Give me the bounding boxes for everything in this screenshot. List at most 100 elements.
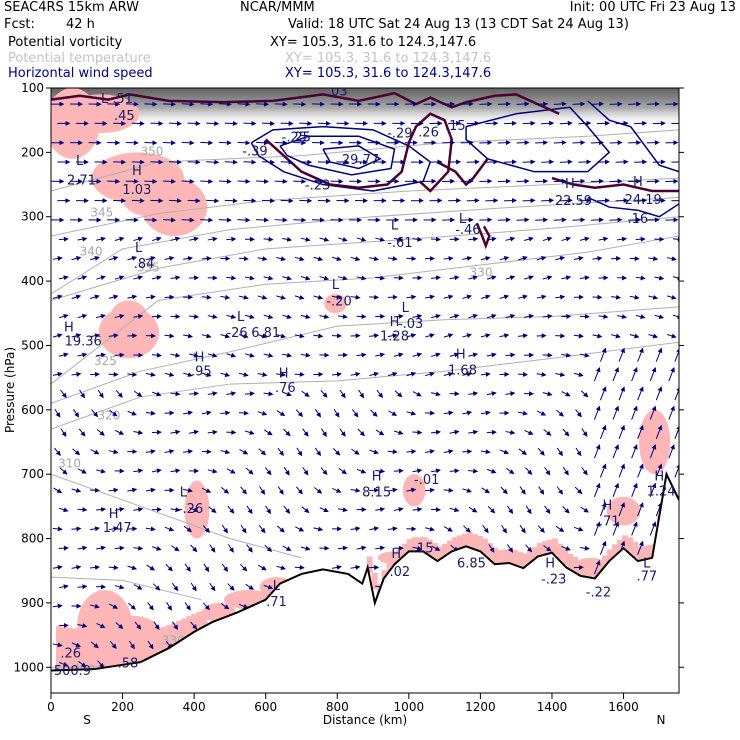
pv-positive-region [536, 542, 543, 560]
wind-vector-arrow [500, 486, 508, 495]
wind-vector-arrow [599, 463, 607, 478]
wind-vector-arrow [462, 410, 473, 416]
wind-vector-arrow [96, 507, 107, 513]
y-tick-label: 1000 [13, 660, 44, 674]
pv-positive-region [109, 300, 149, 340]
wind-vector-arrow [320, 390, 328, 398]
wind-vector-arrow [276, 371, 287, 377]
wind-vector-arrow [245, 583, 255, 590]
pv-positive-region [76, 629, 83, 672]
wind-vector-arrow [209, 582, 216, 592]
wind-vector-arrow [592, 256, 603, 261]
pv-extremum-label: -.39 [242, 145, 267, 160]
wind-vector-arrow [443, 256, 454, 261]
wind-vector-arrow [424, 487, 435, 493]
wind-vector-arrow [648, 333, 659, 339]
wind-vector-arrow [541, 198, 555, 204]
wind-vector-arrow [573, 333, 584, 339]
wind-vector-arrow [301, 390, 310, 397]
wind-vector-arrow [668, 405, 675, 420]
wind-vector-arrow [369, 256, 380, 262]
pv-extremum-label: H [390, 315, 400, 330]
wind-vector-arrow [226, 352, 237, 358]
pv-extremum-label: .77 [636, 569, 657, 584]
wind-vector-arrow [430, 275, 441, 281]
wind-vector-arrow [243, 198, 257, 204]
pv-extremum-label: .26 [60, 647, 81, 662]
wind-vector-arrow [90, 256, 100, 261]
wind-vector-arrow [221, 486, 230, 494]
wind-vector-arrow [541, 159, 555, 165]
wind-vector-arrow [542, 391, 553, 397]
pv-extremum-label: .71 [599, 515, 620, 530]
wind-vector-arrow [375, 507, 386, 512]
wind-vector-arrow [53, 487, 63, 494]
wind-vector-arrow [189, 275, 200, 281]
wind-vector-arrow [313, 526, 324, 532]
theta-contour-label: 310 [58, 457, 81, 471]
wind-vector-arrow [618, 386, 626, 401]
wind-vector-arrow [598, 236, 609, 242]
wind-vector-arrow [430, 429, 441, 435]
wind-vector-arrow [425, 526, 435, 532]
wind-vector-arrow [468, 313, 478, 319]
x-axis-label: Distance (km) [323, 713, 407, 727]
wind-vector-arrow [572, 217, 586, 223]
wind-vector-arrow [575, 447, 582, 457]
y-tick-label: 700 [21, 467, 44, 481]
pv-extremum-label: L [101, 92, 109, 107]
pv-positive-region [411, 537, 418, 554]
wind-vector-arrow [190, 582, 197, 592]
pv-extremum-label: .84 [134, 257, 155, 272]
wind-vector-arrow [170, 352, 181, 358]
wind-vector-arrow [108, 333, 119, 339]
wind-vector-arrow [561, 275, 572, 281]
wind-vector-arrow [133, 275, 144, 281]
wind-vector-arrow [258, 448, 267, 456]
wind-contour-label: 25 [294, 130, 311, 145]
wind-vector-arrow [579, 275, 590, 281]
valid-time: Valid: 18 UTC Sat 24 Aug 13 (13 CDT Sat … [288, 17, 629, 32]
pv-positive-region [406, 539, 413, 556]
wind-vector-arrow [244, 391, 255, 397]
wind-vector-arrow [238, 256, 249, 262]
wind-vector-arrow [313, 294, 324, 300]
wind-vector-arrow [183, 525, 193, 533]
wind-vector-arrow [598, 314, 609, 320]
pv-positive-region [371, 572, 378, 589]
wind-vector-arrow [649, 366, 657, 382]
wind-vector-arrow [655, 347, 663, 362]
pv-extremum-label: .15 [445, 119, 466, 134]
wind-vector-arrow [189, 314, 200, 320]
wind-vector-arrow [127, 294, 138, 300]
pv-extremum-label: H [633, 175, 643, 190]
wind-vector-arrow [209, 544, 216, 553]
wind-vector-arrow [505, 236, 516, 242]
pv-positive-region [501, 549, 508, 566]
wind-vector-arrow [468, 275, 479, 281]
wind-vector-arrow [127, 565, 138, 571]
wind-vector-arrow [77, 623, 88, 628]
wind-vector-arrow [90, 294, 100, 300]
wind-vector-arrow [612, 482, 620, 497]
wind-vector-arrow [580, 390, 589, 398]
theta-contour-label: 350 [140, 145, 163, 159]
wind-vector-arrow [133, 390, 143, 397]
wind-vector-arrow [375, 545, 386, 551]
wind-vector-arrow [202, 525, 210, 533]
wind-vector-arrow [294, 256, 305, 262]
wind-vector-arrow [339, 389, 346, 399]
wind-vector-arrow [187, 120, 201, 126]
wind-vector-arrow [358, 389, 365, 399]
wind-vector-arrow [319, 275, 330, 281]
wind-vector-arrow [127, 371, 138, 377]
pv-extremum-label: .02 [390, 565, 411, 580]
wind-vector-arrow [164, 256, 175, 261]
wind-speed-contour [587, 100, 679, 173]
pv-extremum-label: .51 [112, 92, 133, 107]
wind-vector-arrow [164, 333, 175, 339]
wind-vector-arrow [536, 410, 547, 416]
x-tick-label: 400 [183, 700, 206, 714]
pv-positive-region [171, 623, 178, 649]
wind-vector-arrow [615, 159, 629, 165]
